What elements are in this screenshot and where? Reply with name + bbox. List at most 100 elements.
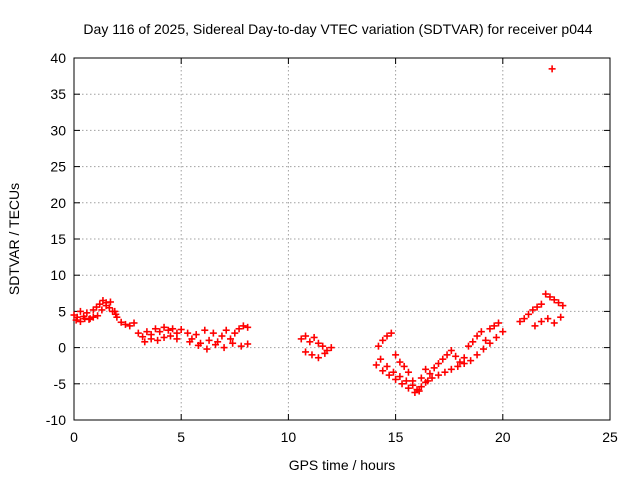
data-point <box>447 365 455 373</box>
data-point <box>392 375 400 383</box>
data-point <box>222 326 230 334</box>
data-point <box>239 322 247 330</box>
data-point <box>72 316 80 324</box>
data-point <box>229 339 237 347</box>
data-point <box>480 345 488 353</box>
data-point <box>544 315 552 323</box>
y-tick-label: 10 <box>50 267 66 283</box>
data-point <box>212 341 220 349</box>
data-point <box>404 368 412 376</box>
data-point <box>314 354 322 362</box>
y-tick-label: -5 <box>54 376 67 392</box>
data-point <box>424 377 432 385</box>
data-point <box>374 342 382 350</box>
data-point <box>218 332 226 340</box>
data-point <box>94 312 102 320</box>
data-point <box>426 370 434 378</box>
data-point <box>139 333 147 341</box>
data-point <box>402 377 410 385</box>
data-point <box>186 338 194 346</box>
data-point <box>409 381 417 389</box>
data-point <box>297 335 305 343</box>
data-point <box>430 364 438 372</box>
data-point <box>499 328 507 336</box>
data-point <box>417 374 425 382</box>
data-point <box>308 351 316 359</box>
data-point <box>96 300 104 308</box>
x-tick-label: 10 <box>281 429 297 445</box>
data-point <box>477 328 485 336</box>
data-point <box>392 351 400 359</box>
data-point <box>557 313 565 321</box>
data-point <box>460 360 468 368</box>
data-point <box>533 303 541 311</box>
grid-lines <box>74 58 610 420</box>
data-point <box>439 355 447 363</box>
data-point <box>192 331 200 339</box>
data-point <box>321 349 329 357</box>
data-point <box>398 380 406 388</box>
data-point <box>106 298 114 306</box>
data-point <box>452 352 460 360</box>
data-point <box>550 296 558 304</box>
data-point <box>396 373 404 381</box>
data-point <box>126 322 134 330</box>
data-point <box>227 335 235 343</box>
data-point <box>531 322 539 330</box>
data-point <box>548 65 556 73</box>
data-point <box>244 323 252 331</box>
data-point <box>98 306 106 314</box>
data-point <box>456 358 464 366</box>
data-point <box>537 300 545 308</box>
data-point <box>385 371 393 379</box>
data-point <box>205 336 213 344</box>
data-point <box>434 371 442 379</box>
data-point <box>516 318 524 326</box>
data-point <box>220 344 228 352</box>
x-tick-label: 15 <box>388 429 404 445</box>
data-point <box>473 332 481 340</box>
y-tick-label: 15 <box>50 231 66 247</box>
data-point <box>113 313 121 321</box>
data-point <box>319 342 327 350</box>
data-point <box>209 329 217 337</box>
data-point <box>244 340 252 348</box>
data-point <box>169 325 177 333</box>
data-point <box>434 360 442 368</box>
data-point <box>546 293 554 301</box>
data-point <box>555 299 563 307</box>
y-tick-labels: -10 -5 0 5 10 15 20 25 30 35 40 <box>46 50 66 428</box>
data-point <box>154 336 162 344</box>
data-point <box>121 320 129 328</box>
data-point <box>520 315 528 323</box>
data-point <box>203 345 211 353</box>
data-point <box>164 326 172 334</box>
data-point <box>160 333 168 341</box>
data-point <box>559 302 567 310</box>
data-point <box>231 329 239 337</box>
data-point <box>160 323 168 331</box>
data-point <box>141 338 149 346</box>
y-tick-label: 5 <box>58 303 66 319</box>
y-tick-label: 25 <box>50 159 66 175</box>
data-point <box>102 302 110 310</box>
data-point <box>377 355 385 363</box>
data-point <box>495 319 503 327</box>
data-point <box>404 384 412 392</box>
data-point <box>469 338 477 346</box>
data-point <box>143 328 151 336</box>
data-point <box>443 351 451 359</box>
data-point <box>464 342 472 350</box>
data-point <box>396 358 404 366</box>
data-point <box>201 326 209 334</box>
x-tick-labels: 0 5 10 15 20 25 <box>70 429 618 445</box>
data-point <box>454 362 462 370</box>
data-point <box>537 318 545 326</box>
data-point <box>417 383 425 391</box>
data-points <box>70 65 567 396</box>
data-point <box>302 348 310 356</box>
data-point <box>428 374 436 382</box>
chart-title: Day 116 of 2025, Sidereal Day-to-day VTE… <box>83 21 592 37</box>
data-point <box>486 339 494 347</box>
